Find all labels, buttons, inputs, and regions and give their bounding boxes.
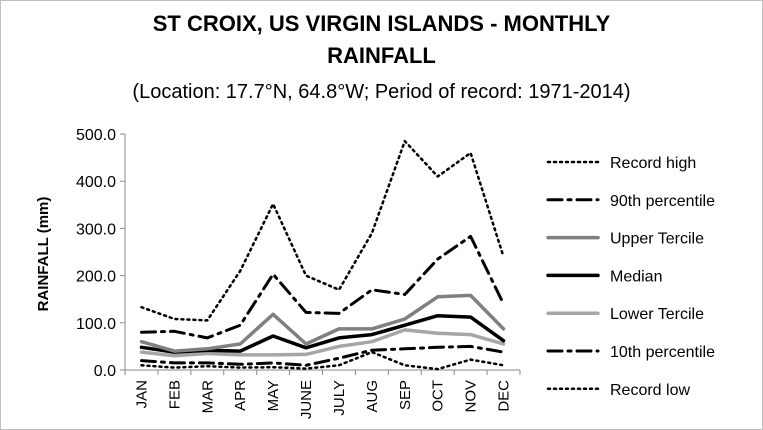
x-tick-label: JUNE [298,380,315,419]
x-tick-label: NOV [463,380,480,413]
series-line [139,293,506,353]
series-line [140,139,505,322]
x-tick-label: APR [232,380,249,411]
x-tick-label: MAY [265,380,282,411]
x-tick-label: JAN [133,380,150,408]
x-tick-label: MAR [199,380,216,414]
chart-title-line1: ST CROIX, US VIRGIN ISLANDS - MONTHLY [152,11,611,36]
y-tick-label: 400.0 [76,174,116,191]
legend-label: Record low [610,382,690,399]
legend: Record high 90th percentile Upper Tercile M… [546,155,715,399]
legend-label: Median [610,268,662,285]
y-tick-label: 200.0 [76,269,116,286]
series-line [140,234,505,340]
legend-label: 10th percentile [610,344,715,361]
series-line [140,350,505,371]
x-tick-label: FEB [166,380,183,409]
chart-title-line2: RAINFALL [327,43,436,68]
x-tick-label: OCT [430,380,447,412]
x-tick-label: AUG [364,380,381,413]
legend-label: 90th percentile [610,193,715,210]
y-tick-label: 300.0 [76,221,116,238]
y-tick-label: 0.0 [94,363,116,380]
chart-title: ST CROIX, US VIRGIN ISLANDS - MONTHLY RA… [0,8,763,72]
x-tick-label: JULY [331,380,348,416]
legend-label: Record high [610,155,696,172]
series-line [140,344,505,367]
axes: 0.0 100.0 200.0 300.0 400.0 500.0 JAN FEB MAR APR… [76,127,521,419]
legend-label: Upper Tercile [610,231,704,248]
x-tick-label: SEP [397,380,414,410]
y-axis-label: RAINFALL (mm) [35,197,52,312]
legend-label: Lower Tercile [610,306,704,323]
series-line [139,328,506,358]
y-tick-label: 500.0 [76,127,116,144]
y-tick-label: 100.0 [76,316,116,333]
chart-subtitle: (Location: 17.7°N, 64.8°W; Period of rec… [132,81,631,103]
x-tick-label: DEC [496,380,513,412]
series-group [139,139,506,371]
